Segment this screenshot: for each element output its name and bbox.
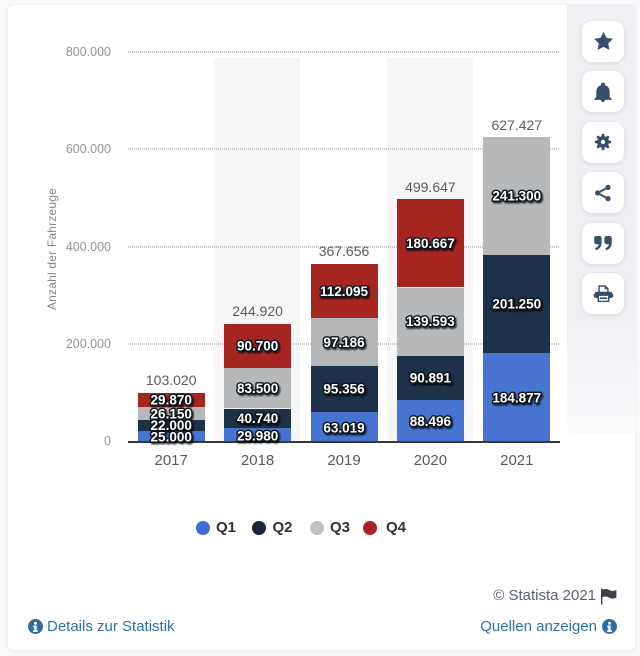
svg-text:112.095: 112.095 [320, 284, 369, 299]
svg-text:201.250: 201.250 [492, 297, 541, 312]
svg-text:184.877: 184.877 [492, 391, 541, 406]
svg-text:241.300: 241.300 [492, 189, 541, 204]
svg-text:88.496: 88.496 [410, 414, 452, 429]
svg-text:29.980: 29.980 [237, 428, 278, 443]
svg-text:90.700: 90.700 [237, 338, 278, 353]
svg-text:139.593: 139.593 [406, 314, 455, 329]
svg-text:95.356: 95.356 [323, 382, 365, 397]
svg-text:63.019: 63.019 [323, 420, 364, 435]
svg-text:83.500: 83.500 [237, 381, 278, 396]
svg-text:26.150: 26.150 [151, 406, 192, 421]
svg-text:180.667: 180.667 [406, 236, 455, 251]
svg-text:29.870: 29.870 [151, 393, 192, 408]
svg-text:22.000: 22.000 [151, 418, 192, 433]
svg-text:25.000: 25.000 [151, 430, 192, 445]
svg-text:90.891: 90.891 [410, 370, 452, 385]
svg-text:40.740: 40.740 [237, 411, 278, 426]
svg-text:97.186: 97.186 [323, 335, 365, 350]
